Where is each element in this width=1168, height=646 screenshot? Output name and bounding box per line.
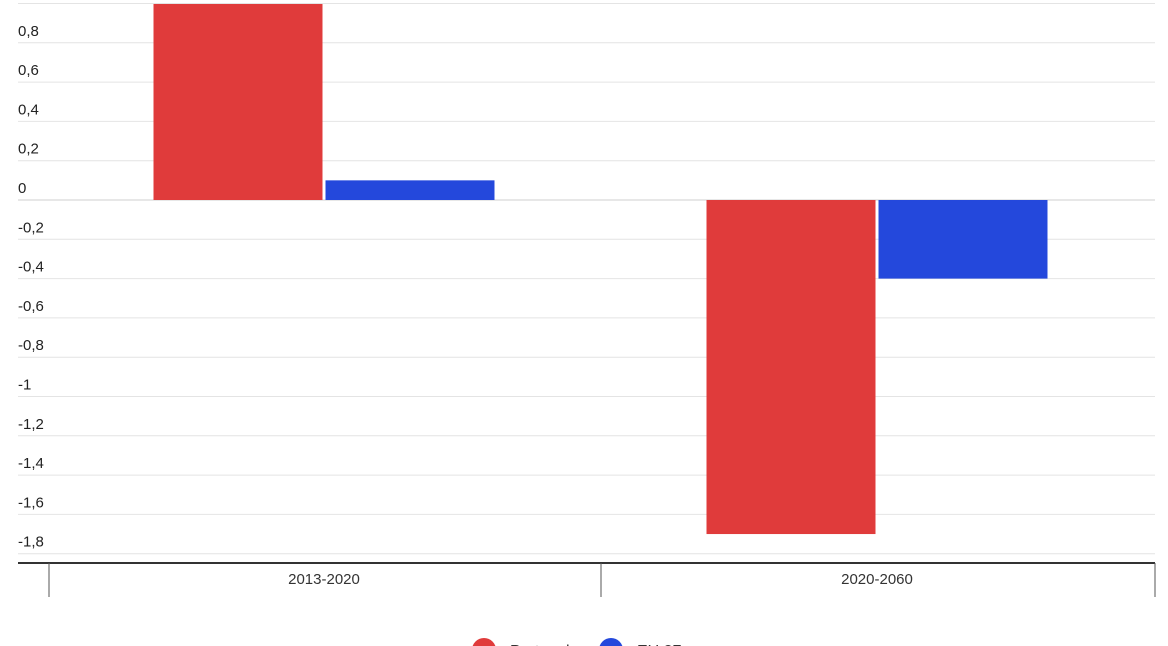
bar-portugal-2013-2020[interactable] xyxy=(153,4,323,200)
y-tick-label: 0,2 xyxy=(18,141,39,158)
y-tick-label: -1,6 xyxy=(18,494,44,511)
y-tick-label: -1 xyxy=(18,377,31,394)
legend-label: Portugal xyxy=(510,643,570,646)
y-tick-label: 0 xyxy=(18,180,26,197)
legend-item-eu-27[interactable]: EU 27 xyxy=(599,638,682,646)
legend[interactable]: Portugal EU 27 xyxy=(472,638,682,646)
y-axis-tick-labels: 0,8 0,6 0,4 0,2 0 -0,2 -0,4 -0,6 -0,8 -1 -1,2 -1,4 -… xyxy=(18,23,44,551)
x-axis xyxy=(18,562,1156,597)
y-tick-label: 0,8 xyxy=(18,23,39,40)
y-tick-label: -0,4 xyxy=(18,259,44,276)
y-tick-label: -0,2 xyxy=(18,219,44,236)
bar-eu-27-2013-2020[interactable] xyxy=(325,180,495,200)
legend-label: EU 27 xyxy=(637,643,682,646)
y-tick-label: -0,6 xyxy=(18,298,44,315)
bars xyxy=(153,4,1048,535)
legend-item-portugal[interactable]: Portugal xyxy=(472,638,570,646)
legend-swatch xyxy=(472,638,496,646)
x-category-label: 2013-2020 xyxy=(288,571,360,588)
y-tick-label: -0,8 xyxy=(18,337,44,354)
y-tick-label: -1,8 xyxy=(18,534,44,551)
y-tick-label: -1,4 xyxy=(18,455,44,472)
bar-eu-27-2020-2060[interactable] xyxy=(878,200,1048,279)
legend-swatch xyxy=(599,638,623,646)
y-tick-label: -1,2 xyxy=(18,416,44,433)
bar-portugal-2020-2060[interactable] xyxy=(706,200,876,535)
y-tick-label: 0,6 xyxy=(18,62,39,79)
x-axis-category-labels: 2013-2020 2020-2060 xyxy=(288,571,913,588)
x-category-label: 2020-2060 xyxy=(841,571,913,588)
y-tick-label: 0,4 xyxy=(18,101,39,118)
